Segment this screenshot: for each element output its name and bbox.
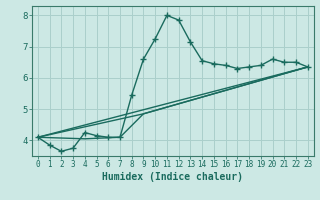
X-axis label: Humidex (Indice chaleur): Humidex (Indice chaleur) [102,172,243,182]
